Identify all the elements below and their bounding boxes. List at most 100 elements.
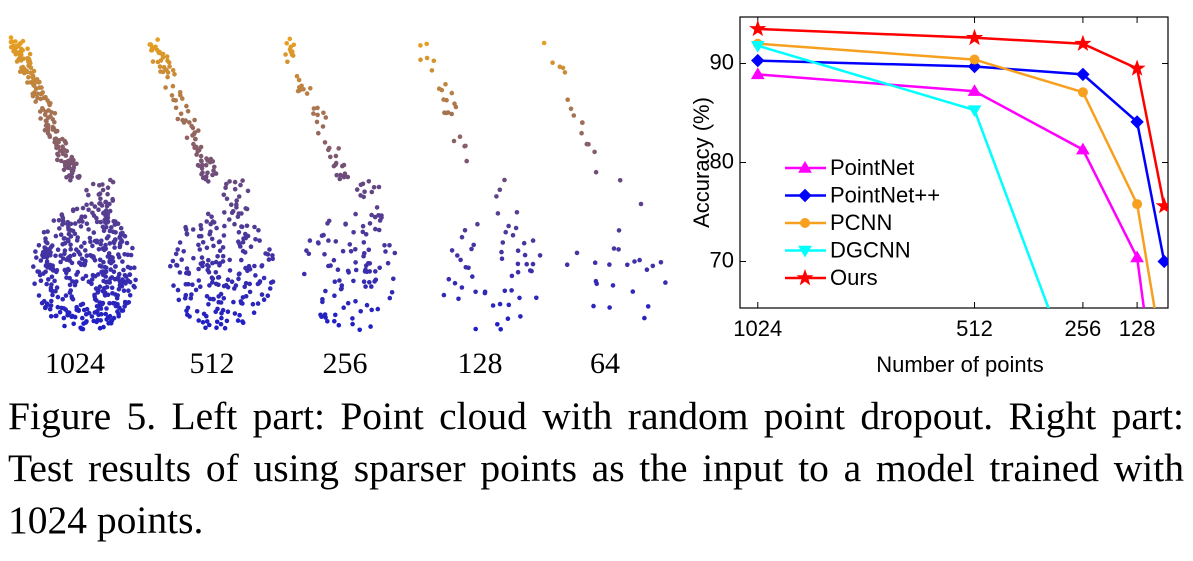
point: [374, 205, 380, 210]
point: [182, 296, 188, 301]
point: [225, 277, 231, 283]
point: [509, 273, 515, 279]
point: [243, 294, 249, 299]
point: [25, 58, 31, 64]
point: [39, 91, 45, 96]
point: [564, 262, 570, 268]
point: [97, 325, 103, 331]
point: [323, 315, 328, 320]
marker: [800, 218, 810, 228]
guitar-cloud: [8, 35, 138, 332]
point: [297, 85, 302, 90]
point: [117, 244, 123, 250]
point: [50, 292, 55, 298]
legend-label: PointNet++: [830, 182, 940, 207]
point: [429, 68, 435, 73]
point: [232, 221, 237, 227]
point: [28, 70, 33, 75]
point: [103, 199, 108, 205]
point: [571, 113, 577, 118]
point: [213, 270, 219, 275]
point: [220, 245, 226, 250]
point: [242, 250, 248, 255]
point: [193, 136, 198, 142]
point: [165, 74, 170, 80]
point: [238, 182, 243, 188]
point: [208, 156, 214, 162]
point: [350, 316, 355, 321]
point: [115, 221, 121, 226]
marker: [1157, 254, 1168, 269]
point: [328, 154, 333, 160]
point: [205, 267, 210, 273]
point: [266, 257, 272, 262]
point: [100, 288, 106, 294]
point: [109, 285, 115, 291]
point: [593, 169, 599, 175]
point: [452, 280, 458, 286]
point: [353, 267, 359, 273]
point: [451, 138, 457, 144]
point: [204, 245, 210, 251]
point: [70, 228, 76, 234]
point: [187, 120, 192, 125]
point: [53, 136, 59, 141]
point: [103, 242, 108, 248]
series-line: [757, 73, 1146, 308]
point: [53, 233, 59, 239]
point: [122, 233, 128, 239]
point: [70, 208, 76, 214]
point: [265, 293, 271, 299]
point: [366, 261, 371, 266]
point: [80, 205, 86, 211]
point: [68, 174, 74, 179]
chart: 70 80 90 1024 512 256 128 Number of points Accur…: [689, 16, 1169, 377]
point: [96, 207, 101, 212]
point: [103, 265, 109, 271]
marker: [798, 245, 812, 258]
point: [189, 292, 194, 297]
point: [97, 257, 103, 263]
point: [644, 267, 650, 273]
point: [43, 95, 48, 101]
point: [216, 294, 221, 299]
legend-label: Ours: [830, 265, 878, 290]
point: [229, 202, 234, 207]
point: [197, 247, 203, 252]
point: [353, 299, 358, 304]
point: [239, 211, 244, 216]
point: [658, 260, 664, 265]
point: [105, 212, 111, 217]
point: [36, 269, 42, 275]
point: [336, 322, 342, 328]
point: [107, 208, 113, 214]
point: [245, 268, 250, 274]
point: [229, 279, 235, 285]
point: [132, 285, 137, 290]
point: [592, 149, 597, 155]
point: [497, 187, 503, 193]
point: [104, 317, 109, 322]
point: [236, 239, 241, 244]
point: [91, 230, 97, 235]
point: [306, 251, 312, 257]
point: [180, 96, 185, 101]
point: [57, 226, 62, 231]
point: [210, 280, 215, 285]
point: [97, 284, 103, 290]
point: [160, 51, 166, 57]
point: [593, 278, 599, 284]
point: [253, 237, 258, 242]
point: [369, 307, 375, 313]
point: [617, 178, 623, 183]
point: [177, 240, 183, 245]
point: [69, 294, 74, 299]
point: [53, 253, 58, 259]
point: [111, 315, 117, 321]
point: [375, 306, 381, 312]
point: [199, 255, 205, 260]
point: [284, 41, 290, 46]
point: [499, 256, 505, 262]
point: [495, 211, 501, 216]
point: [234, 198, 239, 203]
